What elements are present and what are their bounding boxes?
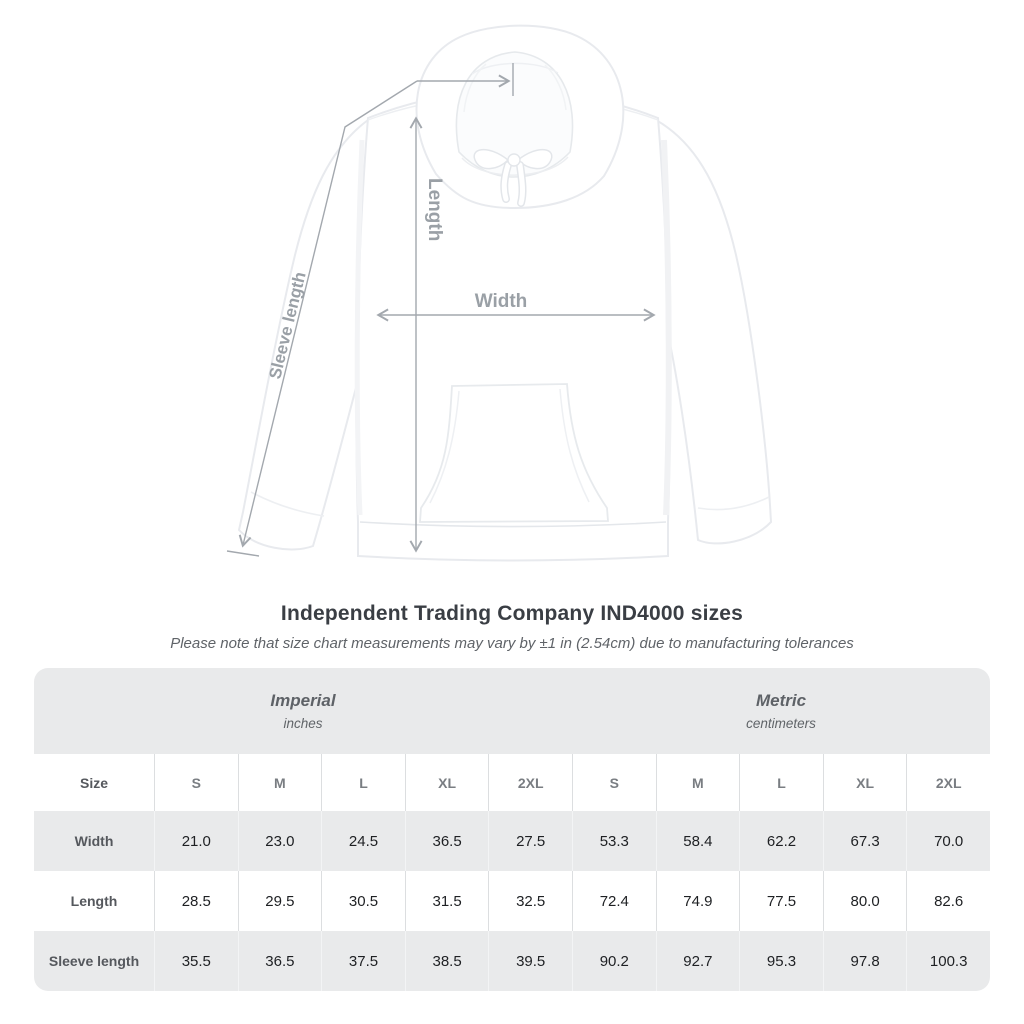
width-metric-s: 53.3: [571, 811, 656, 871]
col-header-imperial-2xl: 2XL: [488, 754, 572, 811]
size-header-row: Size S M L XL 2XL S M L XL 2XL: [34, 754, 990, 811]
col-header-metric-m: M: [655, 754, 740, 811]
col-header-imperial-s: S: [154, 754, 238, 811]
length-imperial-l: 30.5: [321, 871, 405, 931]
width-imperial-m: 23.0: [237, 811, 322, 871]
row-label-sleeve-length: Sleeve length: [48, 953, 140, 969]
imperial-group: Imperial inches: [34, 668, 572, 754]
sleeve-metric-2xl: 100.3: [906, 931, 990, 991]
col-header-imperial-l: L: [321, 754, 405, 811]
sleeve-metric-xl: 97.8: [822, 931, 907, 991]
sleeve-metric-s: 90.2: [571, 931, 656, 991]
measurement-arrows: [226, 63, 656, 557]
col-header-imperial-xl: XL: [404, 754, 489, 811]
length-imperial-2xl: 32.5: [488, 871, 572, 931]
hoodie-hood-opening: [455, 51, 574, 178]
imperial-label: Imperial: [270, 691, 336, 710]
hoodie-garment: [237, 24, 773, 562]
length-imperial-xl: 31.5: [404, 871, 489, 931]
hoodie-drawstrings: [473, 149, 553, 207]
hoodie-measurement-diagram: Width Length Sleeve length: [226, 24, 773, 562]
metric-group: Metric centimeters: [572, 668, 990, 754]
sleeve-metric-l: 95.3: [739, 931, 823, 991]
sleeve-imperial-2xl: 39.5: [488, 931, 572, 991]
col-header-metric-2xl: 2XL: [906, 754, 990, 811]
hood-width-arrow: [417, 63, 514, 96]
metric-label: Metric: [755, 691, 807, 710]
hoodie-hem-seam: [359, 521, 667, 528]
width-imperial-2xl: 27.5: [488, 811, 572, 871]
width-metric-m: 58.4: [655, 811, 740, 871]
col-header-metric-s: S: [571, 754, 656, 811]
size-table: Imperial inches Metric centimeters Size …: [34, 668, 990, 991]
col-header-metric-l: L: [739, 754, 823, 811]
row-label-width: Width: [74, 833, 114, 849]
length-imperial-s: 28.5: [154, 871, 238, 931]
size-header: Size: [79, 774, 108, 791]
width-measure-label: Width: [475, 291, 528, 312]
length-metric-l: 77.5: [739, 871, 823, 931]
width-imperial-l: 24.5: [321, 811, 405, 871]
length-metric-xl: 80.0: [822, 871, 907, 931]
unit-group-header: Imperial inches Metric centimeters: [34, 668, 990, 754]
sleeve-imperial-m: 36.5: [237, 931, 322, 991]
page-subtitle: Please note that size chart measurements…: [170, 635, 854, 652]
hoodie-illustration: Width Length Sleeve length: [226, 24, 773, 562]
table-row-sleeve-length: Sleeve length 35.5 36.5 37.5 38.5 39.5 9…: [34, 931, 990, 991]
length-measure-label: Length: [424, 178, 445, 241]
sleeve-length-arrow: [226, 80, 418, 557]
imperial-sublabel: inches: [283, 716, 323, 731]
col-header-imperial-m: M: [237, 754, 322, 811]
sleeve-imperial-s: 35.5: [154, 931, 238, 991]
length-metric-2xl: 82.6: [906, 871, 990, 931]
table-row-length: Length 28.5 29.5 30.5 31.5 32.5 72.4 74.…: [34, 871, 990, 931]
width-metric-xl: 67.3: [822, 811, 907, 871]
col-header-metric-xl: XL: [822, 754, 907, 811]
metric-sublabel: centimeters: [746, 716, 816, 731]
sleeve-imperial-l: 37.5: [321, 931, 405, 991]
sleeve-metric-m: 92.7: [655, 931, 740, 991]
hoodie-pocket: [419, 383, 609, 523]
row-label-length: Length: [70, 893, 118, 909]
length-imperial-m: 29.5: [237, 871, 322, 931]
width-imperial-xl: 36.5: [404, 811, 489, 871]
sleeve-imperial-xl: 38.5: [404, 931, 489, 991]
page-title: Independent Trading Company IND4000 size…: [280, 602, 744, 625]
width-imperial-s: 21.0: [154, 811, 238, 871]
width-metric-l: 62.2: [739, 811, 823, 871]
width-metric-2xl: 70.0: [906, 811, 990, 871]
length-metric-s: 72.4: [571, 871, 656, 931]
table-row-width: Width 21.0 23.0 24.5 36.5 27.5 53.3 58.4…: [34, 811, 990, 871]
length-metric-m: 74.9: [655, 871, 740, 931]
